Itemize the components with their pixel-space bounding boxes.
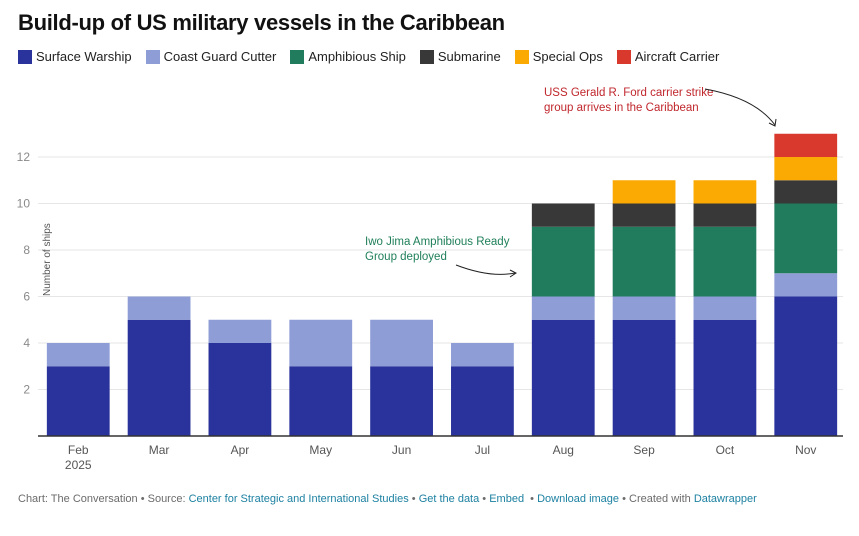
bar-segment <box>370 319 433 367</box>
y-axis-label: Number of ships <box>42 223 53 296</box>
bar-segment <box>208 319 272 343</box>
x-tick-label: Apr <box>231 443 250 457</box>
legend-label: Submarine <box>437 49 501 64</box>
get-data-link[interactable]: Get the data <box>418 493 480 505</box>
legend-label: Aircraft Carrier <box>634 49 720 64</box>
annotation-text: Group deployed <box>365 251 447 263</box>
download-image-link[interactable]: Download image <box>537 493 620 505</box>
bar-segment <box>370 366 433 436</box>
embed-link[interactable]: Embed <box>489 493 525 505</box>
separator: • <box>479 493 490 505</box>
bar-segment <box>451 343 514 367</box>
bar-segment <box>289 366 353 436</box>
separator: • <box>408 493 419 505</box>
bar-segment <box>208 343 272 436</box>
x-tick-label: Nov <box>795 443 816 457</box>
x-tick-sublabel: 2025 <box>65 458 92 472</box>
x-tick-label: Jul <box>475 443 490 457</box>
legend-label: Special Ops <box>532 49 603 64</box>
separator: • <box>137 493 148 505</box>
bar-segment <box>693 180 757 204</box>
legend-item: Special Ops <box>514 49 603 64</box>
legend-swatch <box>145 49 160 64</box>
x-tick-label: Feb <box>68 443 89 457</box>
x-tick-label: Oct <box>716 443 735 457</box>
legend-item: Aircraft Carrier <box>616 49 720 64</box>
x-tick-label: Aug <box>553 443 574 457</box>
bar-segment <box>774 133 838 157</box>
chart-credit: Chart: The Conversation <box>18 493 138 505</box>
annotation-arrowhead <box>509 269 517 278</box>
annotation-text: Iwo Jima Amphibious Ready <box>365 236 510 248</box>
x-tick-label: Sep <box>633 443 655 457</box>
x-tick-label: May <box>309 443 332 457</box>
footer: Chart: The Conversation • Source: Center… <box>18 493 757 505</box>
annotation-arrow <box>704 88 776 126</box>
bar-segment <box>531 319 595 436</box>
legend-swatch <box>18 49 32 64</box>
bar-segment <box>46 343 110 367</box>
annotation-arrowhead <box>768 118 777 127</box>
y-tick-label: 10 <box>17 197 31 211</box>
bar-segment <box>612 203 676 227</box>
bar-segment <box>612 180 676 204</box>
bar-segment <box>693 296 757 320</box>
y-tick-label: 6 <box>23 290 30 304</box>
x-tick-label: Jun <box>392 443 411 457</box>
bar-segment <box>531 226 595 297</box>
bar-segment <box>46 366 110 436</box>
legend-item: Amphibious Ship <box>290 49 406 64</box>
x-tick-label: Mar <box>149 443 170 457</box>
y-tick-label: 8 <box>23 243 30 257</box>
legend-label: Coast Guard Cutter <box>163 49 277 64</box>
chart-title: Build-up of US military vessels in the C… <box>18 10 505 35</box>
source-link[interactable]: Center for Strategic and International S… <box>188 493 409 505</box>
bar-segment <box>531 296 595 320</box>
created-with-label: Created with <box>629 493 694 505</box>
bar-segment <box>451 366 514 436</box>
y-tick-label: 12 <box>17 150 31 164</box>
bar-segment <box>774 180 838 204</box>
y-tick-label: 4 <box>23 336 30 350</box>
y-tick-label: 2 <box>23 383 30 397</box>
annotation-arrow <box>455 264 516 275</box>
legend-item: Submarine <box>419 49 501 64</box>
annotation-text: group arrives in the Caribbean <box>544 102 699 114</box>
bar-segment <box>774 273 838 297</box>
separator: • <box>619 493 629 505</box>
datawrapper-link[interactable]: Datawrapper <box>693 493 757 505</box>
legend-swatch <box>514 49 529 64</box>
bar-segment <box>693 319 757 436</box>
legend: Surface Warship Coast Guard Cutter Amphibi… <box>18 49 733 64</box>
separator: • <box>527 493 538 505</box>
bar-segment <box>289 319 353 367</box>
bar-segment <box>127 319 191 436</box>
annotation-text: USS Gerald R. Ford carrier strike <box>544 87 713 99</box>
bar-segment <box>612 296 676 320</box>
legend-swatch <box>419 49 434 64</box>
legend-swatch <box>290 49 305 64</box>
bar-segment <box>612 319 676 436</box>
bar-segment <box>774 157 838 181</box>
bar-segment <box>774 296 838 436</box>
bar-segment <box>693 226 757 297</box>
bar-segment <box>774 203 838 274</box>
bar-segment <box>127 296 191 320</box>
legend-item: Surface Warship <box>18 49 132 64</box>
source-label: Source: <box>147 493 189 505</box>
bar-segment <box>693 203 757 227</box>
legend-swatch <box>616 49 631 64</box>
legend-label: Surface Warship <box>36 49 132 64</box>
legend-item: Coast Guard Cutter <box>145 49 277 64</box>
bar-segment <box>531 203 595 227</box>
legend-label: Amphibious Ship <box>308 49 406 64</box>
bar-segment <box>612 226 676 297</box>
